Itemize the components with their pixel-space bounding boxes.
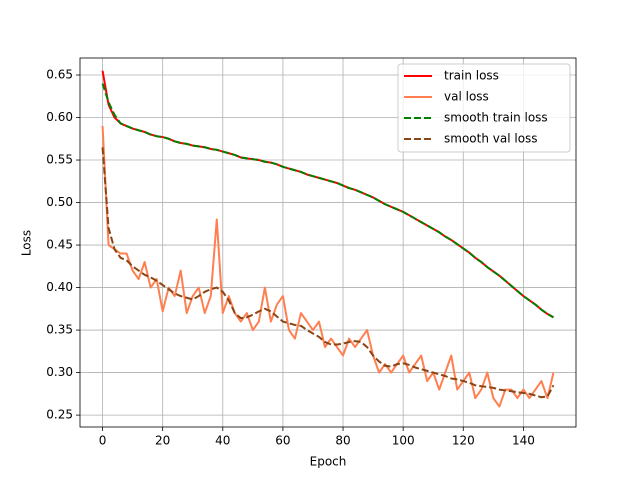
x-tick-label: 40 [215, 434, 230, 448]
series-line [101, 83, 554, 319]
legend-label: val loss [444, 90, 489, 104]
series-line [101, 147, 555, 399]
x-tick-label: 60 [275, 434, 290, 448]
legend: train loss val loss smooth train loss smoot… [397, 63, 571, 153]
y-tick-label: 0.65 [46, 68, 73, 82]
y-tick-label: 0.55 [46, 153, 73, 167]
x-tick-label: 20 [155, 434, 170, 448]
y-tick-label: 0.60 [46, 110, 73, 124]
y-tick-label: 0.40 [46, 280, 73, 294]
x-tick-label: 0 [99, 434, 107, 448]
y-axis-label: Loss [20, 230, 34, 256]
y-tick-label: 0.30 [46, 365, 73, 379]
x-tick-label: 100 [392, 434, 415, 448]
y-tick-label: 0.25 [46, 408, 73, 422]
legend-label: train loss [444, 69, 499, 83]
y-tick-label: 0.35 [46, 323, 73, 337]
x-axis-label: Epoch [310, 455, 347, 469]
y-tick-label: 0.50 [46, 195, 73, 209]
legend-label: smooth val loss [444, 132, 538, 146]
x-tick-label: 120 [452, 434, 475, 448]
legend-box [397, 63, 571, 153]
x-tick-label: 140 [512, 434, 535, 448]
x-tick-label: 80 [335, 434, 350, 448]
plot-frame [79, 57, 577, 428]
y-tick-label: 0.45 [46, 238, 73, 252]
legend-label: smooth train loss [444, 111, 548, 125]
